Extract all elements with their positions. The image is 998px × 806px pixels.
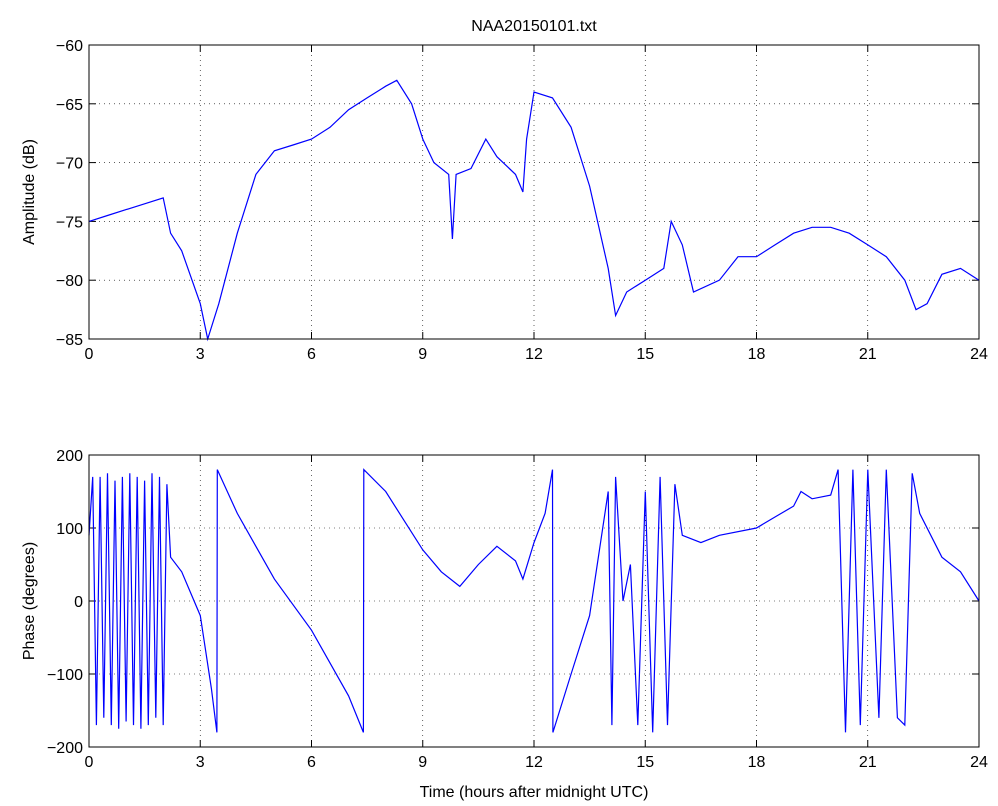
y-tick-label: −70 — [56, 156, 83, 173]
x-tick-label: 18 — [748, 346, 766, 363]
x-tick-label: 21 — [859, 754, 877, 771]
axes-box — [88, 454, 980, 748]
x-tick-label: 21 — [859, 346, 877, 363]
y-tick-label: 0 — [74, 594, 83, 611]
x-tick-label: 12 — [525, 754, 543, 771]
x-tick-label: 0 — [85, 754, 94, 771]
y-tick-label: −85 — [56, 332, 83, 349]
y-tick-label: −65 — [56, 97, 83, 114]
x-axis-label: Time (hours after midnight UTC) — [420, 784, 649, 801]
x-tick-label: 3 — [196, 754, 205, 771]
y-tick-label: −80 — [56, 273, 83, 290]
y-tick-label: −200 — [47, 740, 83, 757]
plot-area — [89, 45, 979, 339]
y-axis-label: Phase (degrees) — [21, 542, 38, 660]
x-tick-label: 0 — [85, 346, 94, 363]
x-tick-label: 6 — [307, 754, 316, 771]
x-tick-label: 15 — [636, 346, 654, 363]
x-tick-label: 15 — [636, 754, 654, 771]
y-tick-label: −100 — [47, 667, 83, 684]
data-line — [88, 79, 980, 342]
x-tick-label: 24 — [970, 754, 988, 771]
x-tick-label: 6 — [307, 346, 316, 363]
axes-box — [88, 44, 980, 340]
x-tick-label: 9 — [418, 754, 427, 771]
y-tick-label: 100 — [56, 521, 83, 538]
data-line — [88, 468, 980, 733]
y-tick-label: −60 — [56, 38, 83, 55]
x-tick-label: 12 — [525, 346, 543, 363]
chart-title: NAA20150101.txt — [471, 18, 597, 35]
x-tick-label: 9 — [418, 346, 427, 363]
y-axis-label: Amplitude (dB) — [21, 139, 38, 245]
y-tick-label: 200 — [56, 448, 83, 465]
y-tick-label: −75 — [56, 214, 83, 231]
x-tick-label: 3 — [196, 346, 205, 363]
x-tick-label: 18 — [748, 754, 766, 771]
x-tick-label: 24 — [970, 346, 988, 363]
